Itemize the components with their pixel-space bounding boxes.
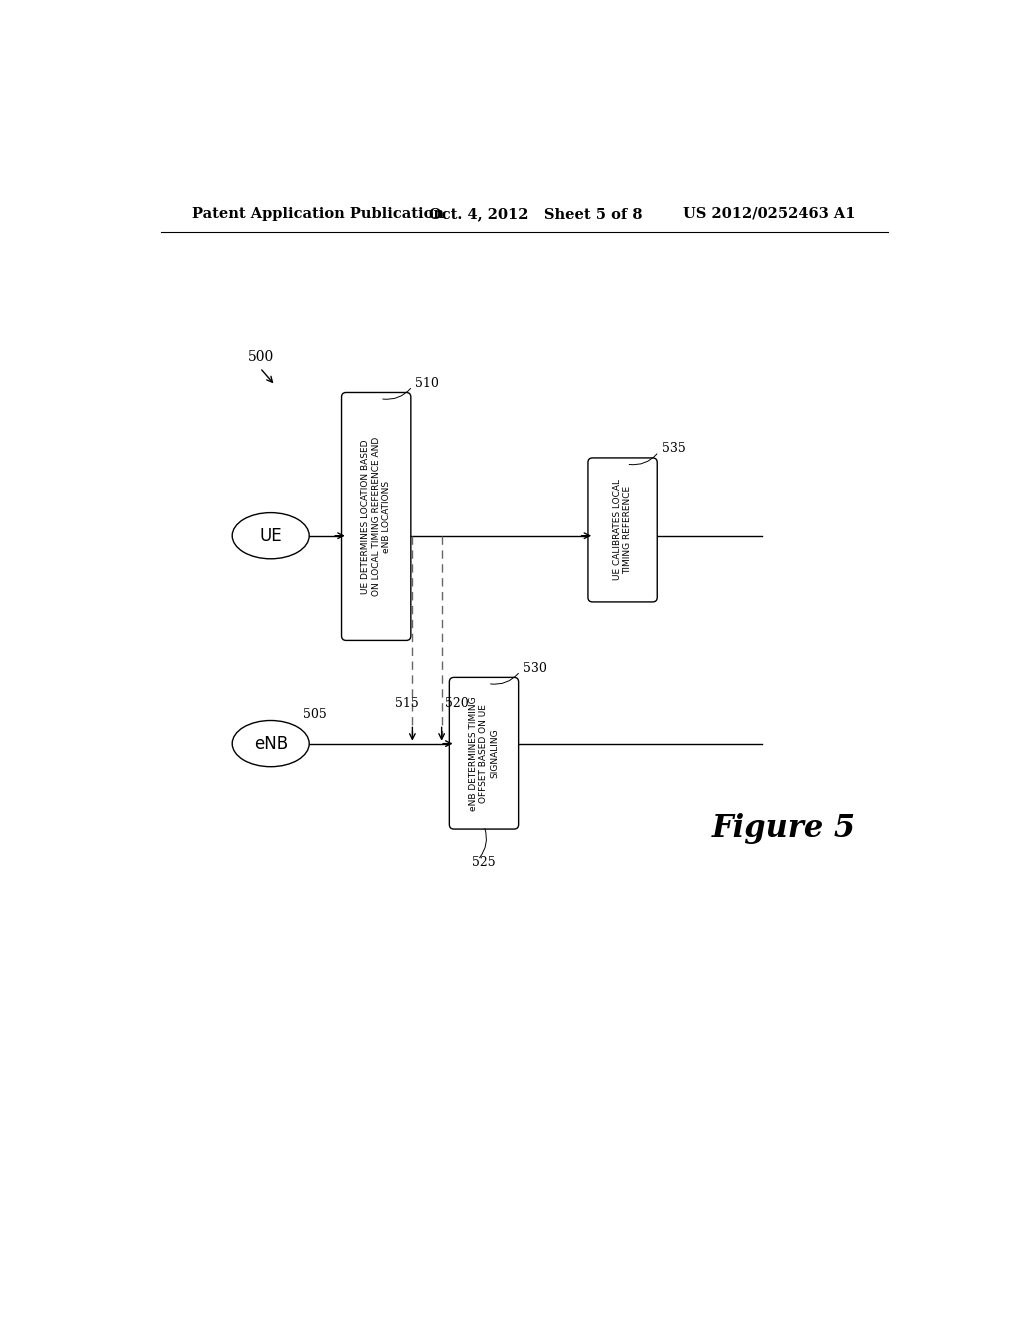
Text: 525: 525 [472, 857, 496, 870]
Text: eNB: eNB [254, 735, 288, 752]
Text: eNB DETERMINES TIMING
OFFSET BASED ON UE
SIGNALING: eNB DETERMINES TIMING OFFSET BASED ON UE… [469, 696, 499, 810]
Text: UE DETERMINES LOCATION BASED
ON LOCAL TIMING REFERENCE AND
eNB LOCATIONS: UE DETERMINES LOCATION BASED ON LOCAL TI… [361, 437, 391, 597]
Text: US 2012/0252463 A1: US 2012/0252463 A1 [683, 207, 856, 220]
Text: UE CALIBRATES LOCAL
TIMING REFERENCE: UE CALIBRATES LOCAL TIMING REFERENCE [613, 479, 632, 581]
Text: Figure 5: Figure 5 [712, 813, 856, 843]
FancyBboxPatch shape [450, 677, 518, 829]
Text: UE: UE [259, 527, 282, 545]
Ellipse shape [232, 721, 309, 767]
Text: 530: 530 [523, 661, 547, 675]
Text: Oct. 4, 2012   Sheet 5 of 8: Oct. 4, 2012 Sheet 5 of 8 [429, 207, 643, 220]
Text: 505: 505 [303, 708, 327, 721]
Text: 515: 515 [395, 697, 419, 710]
Ellipse shape [232, 512, 309, 558]
FancyBboxPatch shape [342, 392, 411, 640]
Text: 500: 500 [248, 350, 273, 364]
Text: 520: 520 [445, 697, 469, 710]
Text: 535: 535 [662, 442, 686, 455]
FancyBboxPatch shape [588, 458, 657, 602]
Text: 510: 510 [416, 376, 439, 389]
Text: Patent Application Publication: Patent Application Publication [193, 207, 444, 220]
